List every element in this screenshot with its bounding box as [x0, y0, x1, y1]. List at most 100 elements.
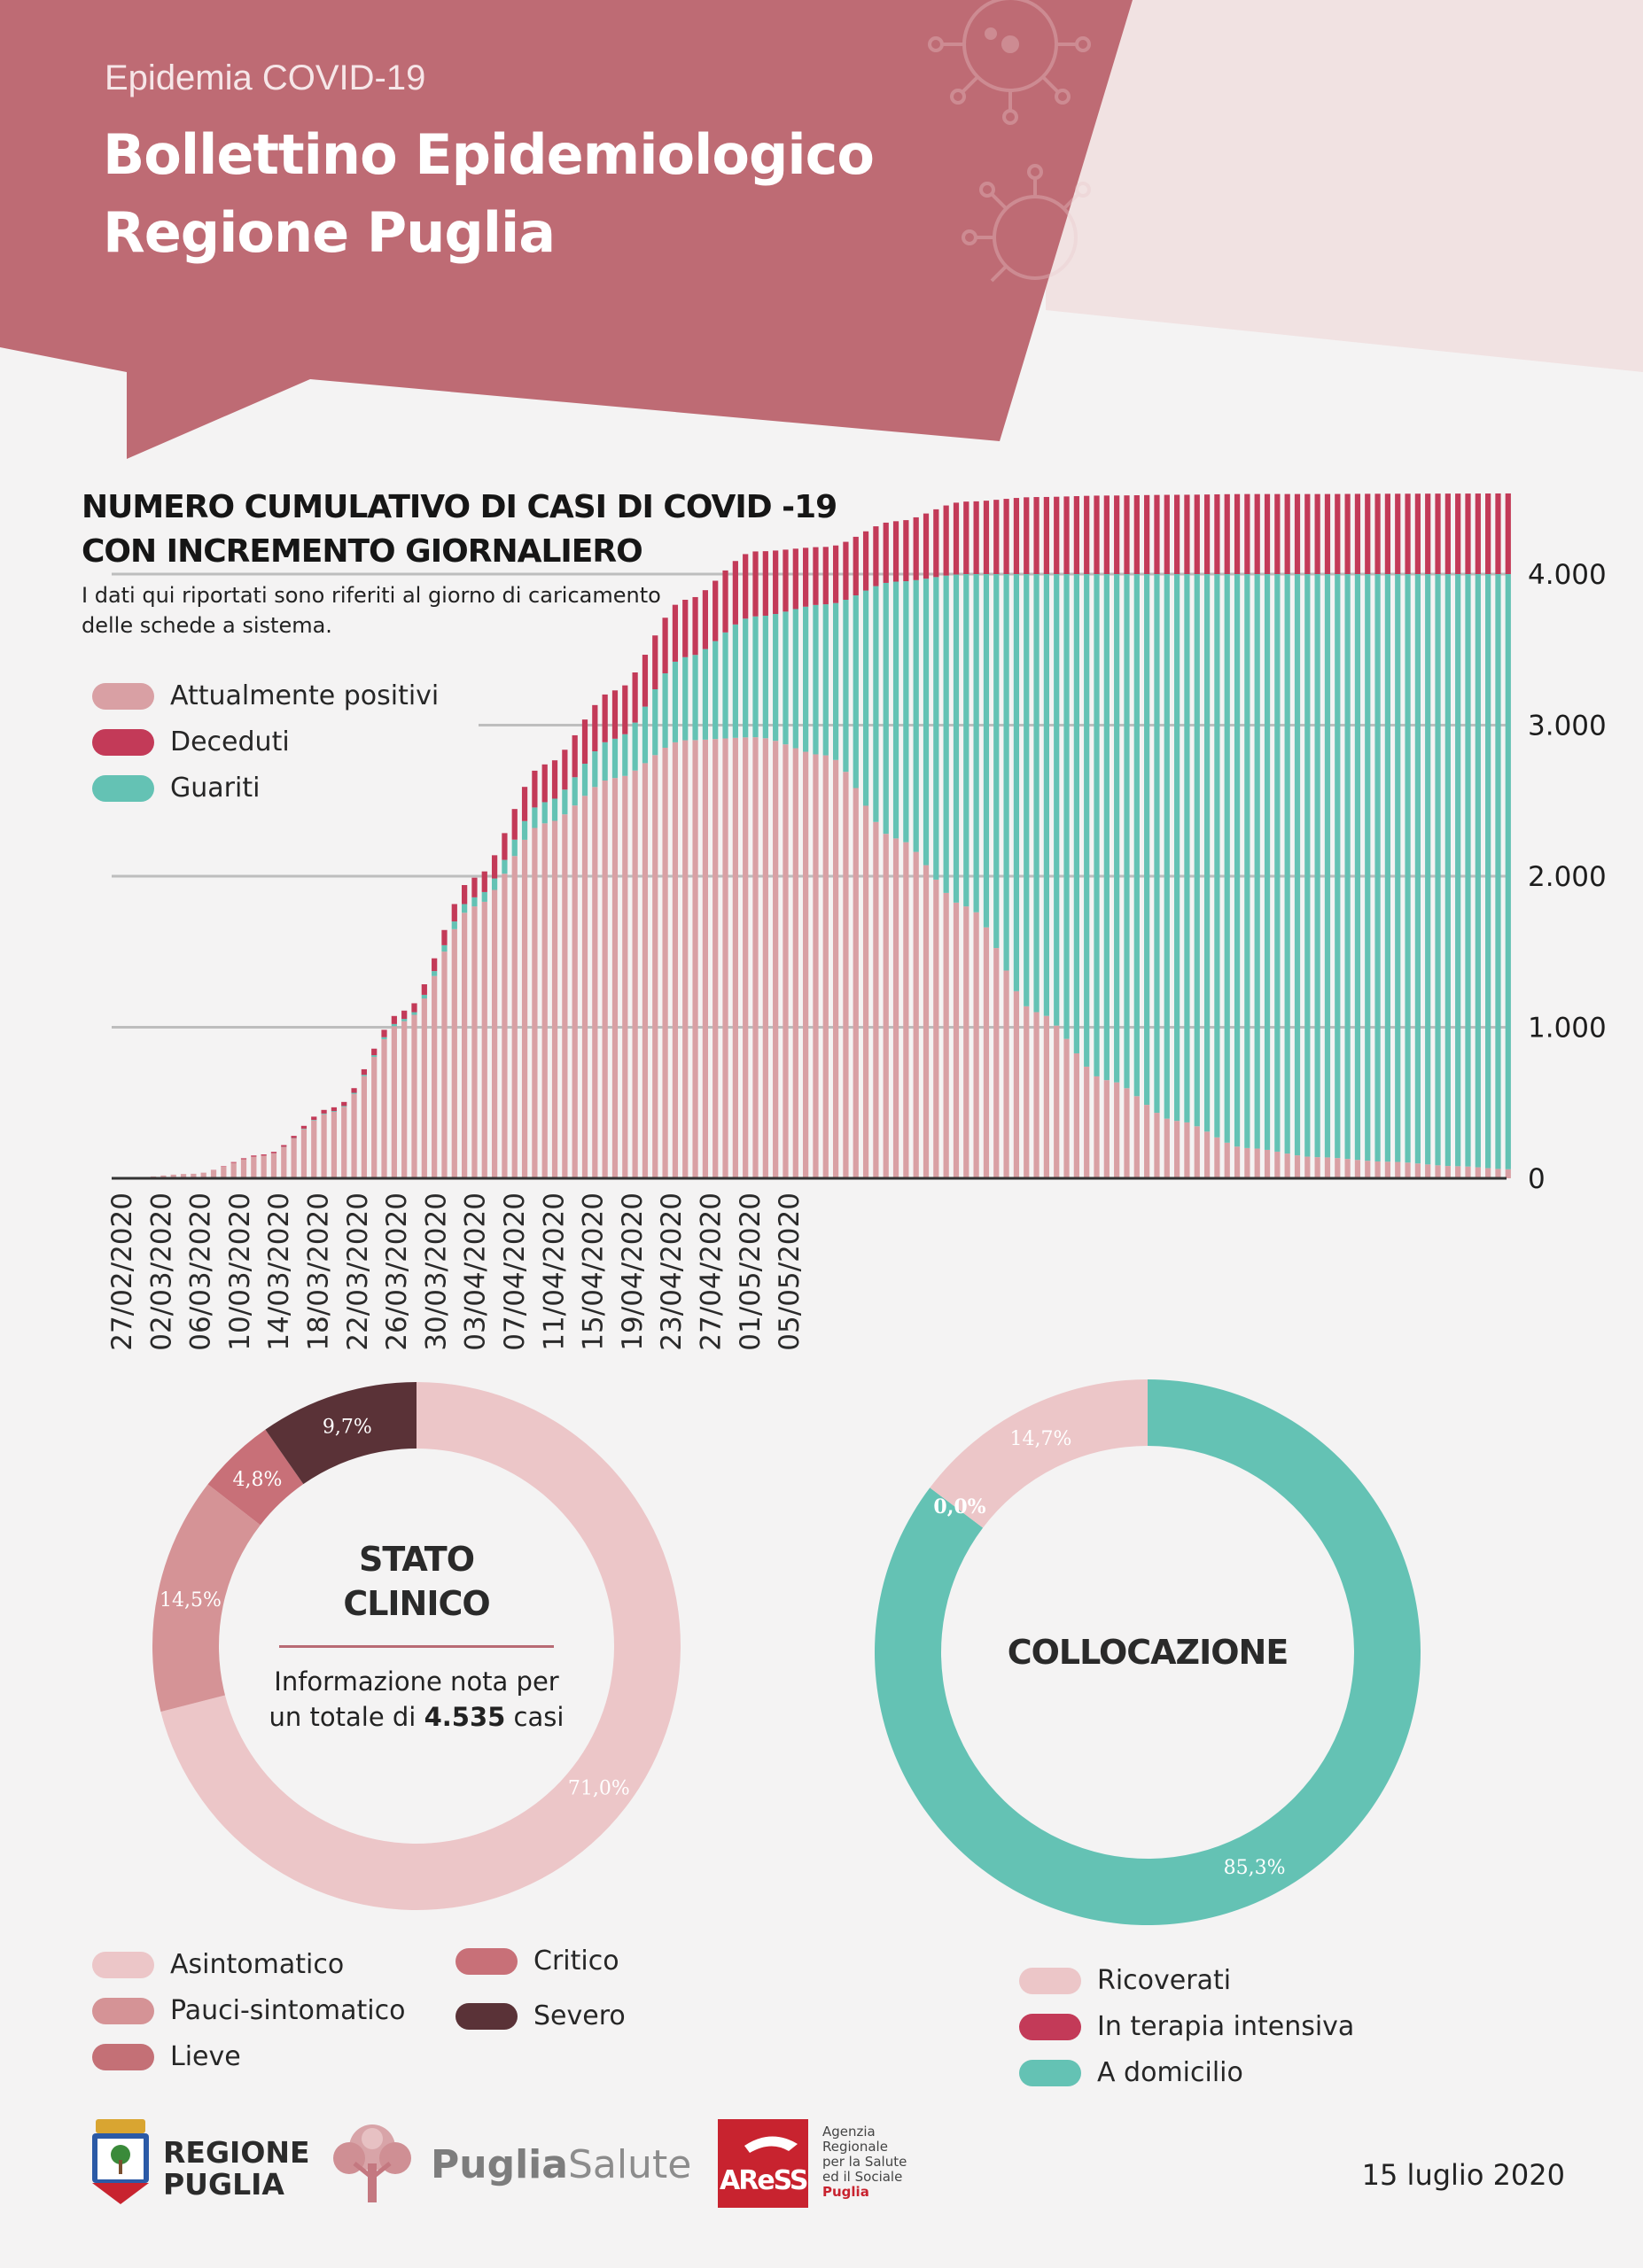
bar-positivi [341, 1107, 347, 1178]
bar-deceduti [331, 1107, 338, 1112]
bar-deceduti [1094, 495, 1100, 574]
bar-deceduti [1124, 495, 1130, 574]
legend-label-lieve: Lieve [170, 2041, 241, 2072]
donut-pct-label: 9,7% [323, 1417, 372, 1439]
header-pink-panel [1046, 0, 1643, 372]
bar-deceduti [341, 1101, 347, 1107]
donut-note-suffix: casi [513, 1702, 565, 1732]
bar-guariti [1063, 574, 1070, 1039]
x-tick-label: 06/03/2020 [185, 1192, 217, 1351]
bar-deceduti [1314, 493, 1320, 574]
bar-positivi [300, 1129, 308, 1178]
bar-positivi [281, 1146, 287, 1178]
bar-positivi [1234, 1146, 1241, 1178]
bar-positivi [712, 739, 719, 1178]
collocazione-donut: 85,3% 14,7% 0,0% [875, 1379, 1421, 1925]
bar-deceduti [1154, 494, 1160, 574]
stato-clinico-title-line1: STATO [358, 1540, 475, 1579]
bar-positivi [1103, 1080, 1110, 1178]
bar-guariti [602, 742, 608, 781]
legend-critico: Critico [456, 1946, 619, 1977]
bar-positivi [622, 775, 628, 1178]
bar-positivi [783, 744, 789, 1178]
aress-caption: Agenzia Regionale per la Salute ed il So… [822, 2124, 907, 2200]
bar-guariti [873, 586, 879, 822]
bar-deceduti [1465, 493, 1471, 574]
legend-swatch-positivi [92, 682, 154, 710]
bar-deceduti [611, 690, 619, 739]
bar-deceduti [221, 1166, 227, 1167]
bar-positivi [813, 754, 819, 1178]
bar-deceduti [1274, 493, 1281, 574]
bar-deceduti [581, 719, 588, 765]
bar-deceduti [822, 547, 829, 605]
bar-deceduti [572, 734, 578, 778]
bar-guariti [632, 722, 638, 771]
bar-positivi [652, 755, 658, 1178]
legend-guariti: Guariti [92, 773, 260, 804]
bar-guariti [1395, 574, 1401, 1162]
bar-deceduti [803, 548, 809, 607]
bar-deceduti [1224, 493, 1230, 574]
bar-positivi [923, 865, 930, 1178]
bar-deceduti [1043, 496, 1050, 574]
bar-deceduti [240, 1158, 247, 1160]
bar-positivi [953, 902, 960, 1178]
bar-positivi [1455, 1166, 1461, 1178]
bar-positivi [1214, 1137, 1220, 1178]
bar-deceduti [622, 685, 628, 734]
bar-guariti [381, 1037, 387, 1039]
bar-positivi [351, 1093, 357, 1178]
bar-positivi [1054, 1025, 1060, 1178]
bar-guariti [611, 738, 619, 779]
bar-deceduti [432, 958, 438, 972]
regione-puglia-logo: REGIONE PUGLIA [163, 2137, 310, 2201]
bar-positivi [230, 1162, 237, 1178]
puglia-salute-logo: PugliaSalute [431, 2142, 691, 2187]
chart-title-line1: NUMERO CUMULATIVO DI CASI DI COVID -19 [82, 489, 837, 525]
bar-deceduti [722, 570, 728, 633]
bar-guariti [1384, 574, 1391, 1162]
bar-positivi [662, 748, 668, 1178]
bar-positivi [441, 951, 448, 1178]
bar-positivi [321, 1114, 327, 1178]
bar-guariti [1324, 574, 1331, 1158]
bar-positivi [311, 1120, 317, 1178]
bar-positivi [752, 737, 759, 1178]
bar-positivi [892, 838, 899, 1178]
bar-positivi [1274, 1151, 1281, 1178]
bar-positivi [191, 1173, 197, 1178]
bar-deceduti [1024, 497, 1030, 574]
bar-deceduti [792, 548, 798, 610]
bar-deceduti [1435, 493, 1441, 574]
donut-note-total: 4.535 [424, 1702, 506, 1732]
bar-guariti [1203, 574, 1211, 1132]
bar-positivi [592, 787, 598, 1178]
bar-guariti [1485, 574, 1491, 1169]
bar-guariti [341, 1106, 347, 1107]
bar-deceduti [300, 1125, 308, 1129]
legend-swatch-lieve [92, 2043, 154, 2070]
aress-line2: Regionale [822, 2139, 888, 2155]
bar-guariti [1294, 574, 1301, 1156]
bar-positivi [471, 906, 478, 1178]
report-date: 15 luglio 2020 [1361, 2158, 1565, 2192]
bar-deceduti [521, 787, 528, 821]
x-tick-label: 01/05/2020 [735, 1192, 767, 1351]
legend-swatch-ricoverati [1019, 1967, 1081, 1994]
puglia-salute-bold: Puglia [431, 2142, 568, 2187]
bar-positivi [963, 906, 969, 1178]
bar-guariti [963, 574, 969, 907]
bar-positivi [913, 851, 919, 1178]
bar-guariti [371, 1055, 378, 1057]
legend-terapia: In terapia intensiva [1019, 2011, 1354, 2042]
bar-deceduti [773, 550, 779, 615]
bar-positivi [1335, 1158, 1341, 1178]
bar-deceduti [1203, 494, 1211, 574]
bar-positivi [1194, 1126, 1200, 1178]
bar-guariti [521, 820, 528, 840]
bar-deceduti [281, 1145, 287, 1147]
bar-positivi [1084, 1066, 1090, 1178]
donut-slice-ricoverati [930, 1379, 1148, 1528]
bar-guariti [1414, 574, 1421, 1164]
